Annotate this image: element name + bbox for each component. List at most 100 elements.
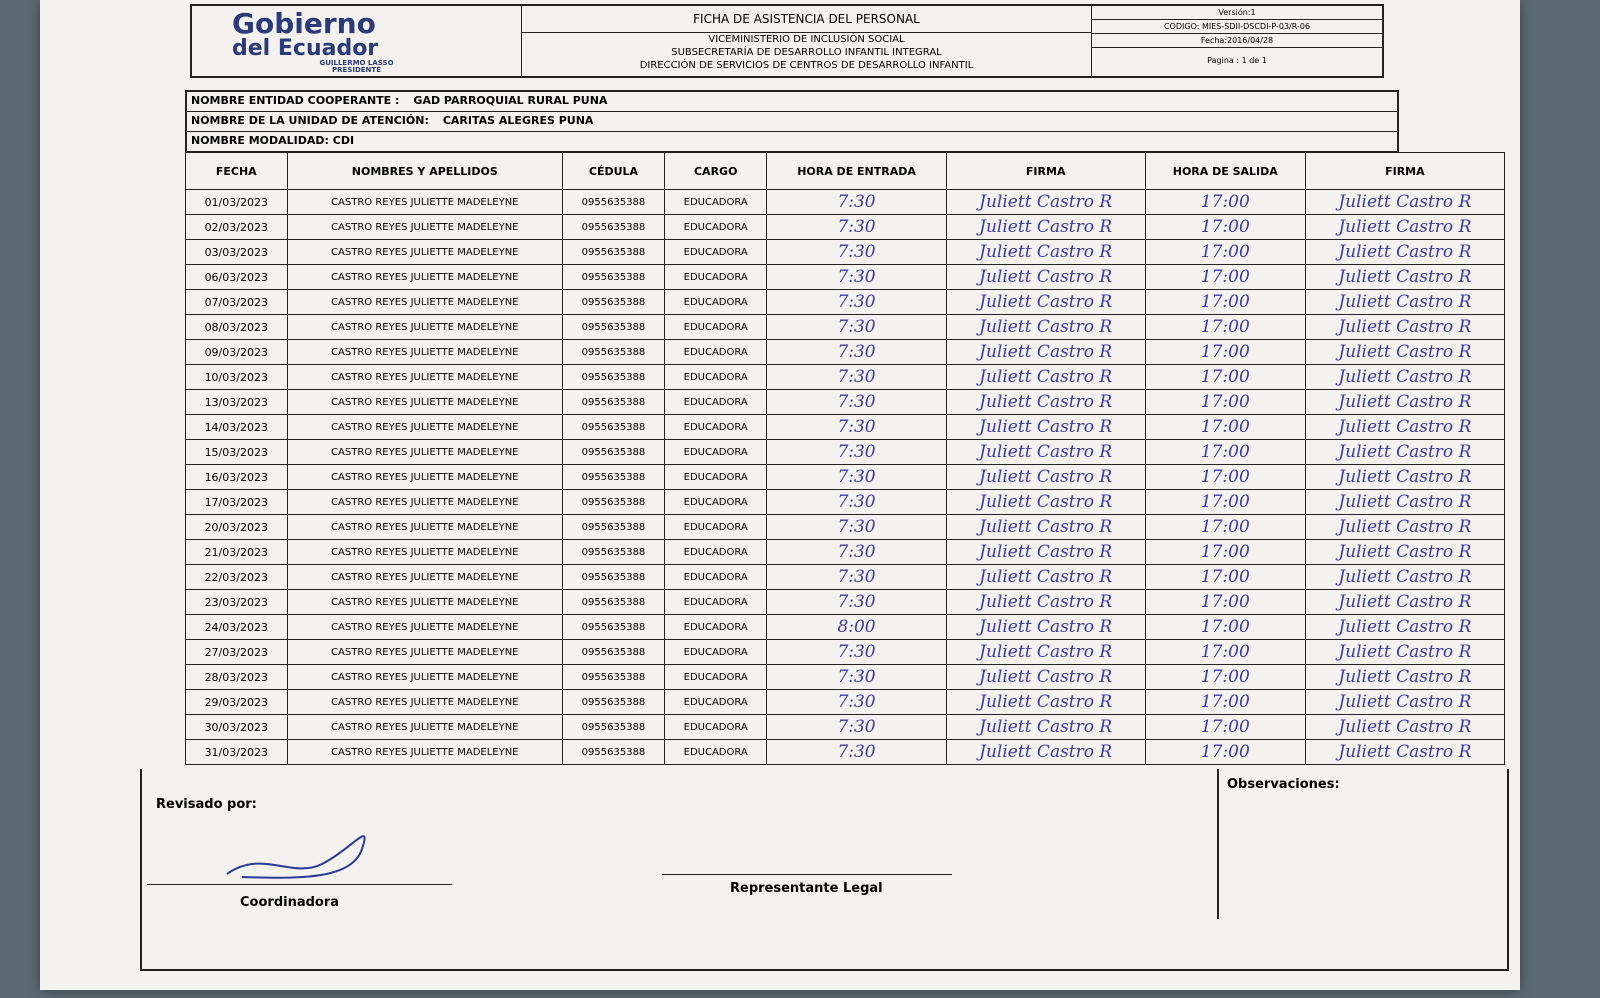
cell: 7:30 — [766, 514, 947, 540]
cell: CASTRO REYES JULIETTE MADELEYNE — [286, 539, 564, 565]
cell: 7:30 — [766, 589, 947, 615]
table-row: 22/03/2023 CASTRO REYES JULIETTE MADELEYN… — [185, 564, 1506, 590]
table-row: 21/03/2023 CASTRO REYES JULIETTE MADELEYN… — [185, 539, 1506, 565]
cell: EDUCADORA — [663, 464, 768, 490]
cell: 24/03/2023 — [185, 614, 288, 640]
cell: Juliett Castro R — [1304, 639, 1506, 665]
cell: Juliett Castro R — [945, 264, 1146, 290]
cell: 0955635388 — [562, 539, 665, 565]
cell: 17:00 — [1144, 689, 1306, 715]
cell: 17:00 — [1144, 664, 1306, 690]
cell: EDUCADORA — [663, 389, 768, 415]
table-row: 14/03/2023 CASTRO REYES JULIETTE MADELEYN… — [185, 414, 1506, 440]
cell: 0955635388 — [562, 639, 665, 665]
cell: 10/03/2023 — [185, 364, 288, 390]
cell: EDUCADORA — [663, 664, 768, 690]
reviewed-label: Revisado por: — [156, 797, 257, 812]
info-row: NOMBRE DE LA UNIDAD DE ATENCIÓN: CARITAS … — [187, 112, 1397, 132]
table-row: 15/03/2023 CASTRO REYES JULIETTE MADELEYN… — [185, 439, 1506, 465]
cell: EDUCADORA — [663, 564, 768, 590]
cell: 27/03/2023 — [185, 639, 288, 665]
cell: 7:30 — [766, 364, 947, 390]
cell: Juliett Castro R — [945, 614, 1146, 640]
header-row: FECHA NOMBRES Y APELLIDOS CÉDULA CARGO HORA … — [185, 152, 1506, 190]
info-row: NOMBRE MODALIDAD: CDI — [191, 134, 355, 147]
cell: Juliett Castro R — [1304, 489, 1506, 515]
cell: 15/03/2023 — [185, 439, 288, 465]
cell: EDUCADORA — [663, 714, 768, 740]
cell: 06/03/2023 — [185, 264, 288, 290]
cell: Juliett Castro R — [1304, 539, 1506, 565]
cell: 7:30 — [766, 339, 947, 365]
cell: 17:00 — [1144, 714, 1306, 740]
cell: EDUCADORA — [663, 414, 768, 440]
cell: 03/03/2023 — [185, 239, 288, 265]
footer: Revisado por: Coordinadora Representante… — [140, 769, 1509, 971]
cell: Juliett Castro R — [945, 564, 1146, 590]
cell: 16/03/2023 — [185, 464, 288, 490]
cell: 13/03/2023 — [185, 389, 288, 415]
table-row: 07/03/2023 CASTRO REYES JULIETTE MADELEYN… — [185, 289, 1506, 315]
subtitle: VICEMINISTERIO DE INCLUSIÓN SOCIAL — [708, 34, 905, 45]
cell: 17/03/2023 — [185, 489, 288, 515]
cell: 8:00 — [766, 614, 947, 640]
cell: Juliett Castro R — [1304, 714, 1506, 740]
cell: Juliett Castro R — [945, 239, 1146, 265]
info: NOMBRE ENTIDAD COOPERANTE : GAD PARROQUIA… — [185, 90, 1399, 153]
legal-label: Representante Legal — [730, 881, 883, 896]
cell: 17:00 — [1144, 639, 1306, 665]
cell: 0955635388 — [562, 389, 665, 415]
cell: Juliett Castro R — [945, 739, 1146, 765]
cell: 0955635388 — [562, 739, 665, 765]
cell: Juliett Castro R — [945, 664, 1146, 690]
cell: 17:00 — [1144, 289, 1306, 315]
table-row: 23/03/2023 CASTRO REYES JULIETTE MADELEYN… — [185, 589, 1506, 615]
cell: 17:00 — [1144, 489, 1306, 515]
cell: CASTRO REYES JULIETTE MADELEYNE — [286, 389, 564, 415]
cell: 7:30 — [766, 664, 947, 690]
cell: CASTRO REYES JULIETTE MADELEYNE — [286, 314, 564, 340]
table-row: 06/03/2023 CASTRO REYES JULIETTE MADELEYN… — [185, 264, 1506, 290]
subtitle: SUBSECRETARÍA DE DESARROLLO INFANTIL INT… — [671, 47, 942, 58]
column-header: CÉDULA — [562, 152, 665, 190]
cell: EDUCADORA — [663, 514, 768, 540]
cell: Juliett Castro R — [945, 464, 1146, 490]
table-row: 17/03/2023 CASTRO REYES JULIETTE MADELEYN… — [185, 489, 1506, 515]
cell: EDUCADORA — [663, 489, 768, 515]
cell: Juliett Castro R — [1304, 189, 1506, 215]
cell: 0955635388 — [562, 464, 665, 490]
cell: 0955635388 — [562, 264, 665, 290]
column-header: FIRMA — [945, 152, 1146, 190]
cell: 7:30 — [766, 264, 947, 290]
table-row: 31/03/2023 CASTRO REYES JULIETTE MADELEYN… — [185, 739, 1506, 765]
cell: Juliett Castro R — [945, 364, 1146, 390]
cell: Juliett Castro R — [1304, 514, 1506, 540]
logo-text: GUILLERMO LASSO — [319, 59, 394, 67]
cell: 17:00 — [1144, 514, 1306, 540]
cell: CASTRO REYES JULIETTE MADELEYNE — [286, 739, 564, 765]
table-row: 24/03/2023 CASTRO REYES JULIETTE MADELEYN… — [185, 614, 1506, 640]
cell: 7:30 — [766, 539, 947, 565]
cell: Juliett Castro R — [945, 689, 1146, 715]
doc-date: Fecha:2016/04/28 — [1092, 34, 1382, 48]
cell: Juliett Castro R — [1304, 414, 1506, 440]
cell: Juliett Castro R — [1304, 689, 1506, 715]
cell: Juliett Castro R — [945, 489, 1146, 515]
cell: Juliett Castro R — [1304, 664, 1506, 690]
cell: Juliett Castro R — [945, 539, 1146, 565]
cell: Juliett Castro R — [945, 339, 1146, 365]
cell: 17:00 — [1144, 339, 1306, 365]
cell: EDUCADORA — [663, 289, 768, 315]
cell: CASTRO REYES JULIETTE MADELEYNE — [286, 639, 564, 665]
cell: CASTRO REYES JULIETTE MADELEYNE — [286, 489, 564, 515]
cell: CASTRO REYES JULIETTE MADELEYNE — [286, 189, 564, 215]
logo-text: Gobierno — [232, 7, 376, 40]
cell: 17:00 — [1144, 314, 1306, 340]
cell: 0955635388 — [562, 314, 665, 340]
value: GAD PARROQUIAL RURAL PUNA — [413, 94, 608, 107]
cell: 17:00 — [1144, 414, 1306, 440]
cell: 0955635388 — [562, 414, 665, 440]
cell: CASTRO REYES JULIETTE MADELEYNE — [286, 564, 564, 590]
cell: 07/03/2023 — [185, 289, 288, 315]
cell: 21/03/2023 — [185, 539, 288, 565]
